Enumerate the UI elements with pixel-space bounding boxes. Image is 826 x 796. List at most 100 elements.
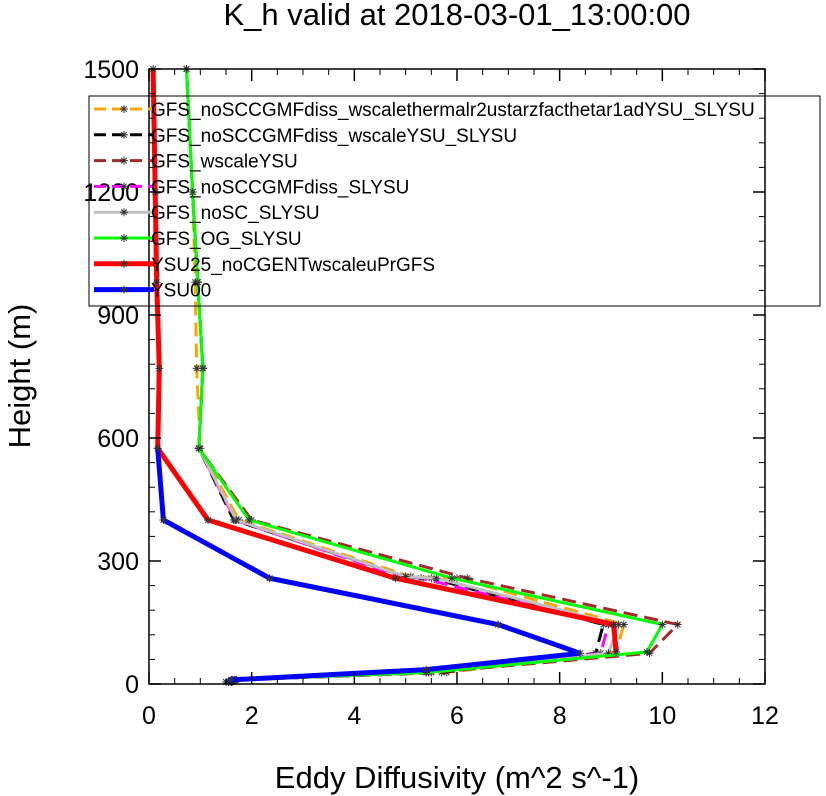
legend-label: GFS_noSCCGMFdiss_wscalethermalr2ustarzfa… — [151, 100, 755, 121]
point-marker-stroke — [448, 575, 456, 582]
y-tick-label: 1200 — [83, 179, 139, 207]
data-point — [159, 516, 168, 524]
series-layer — [149, 65, 682, 686]
legend-item-6: YSU25_noCGENTwscaleuPrGFS — [94, 255, 435, 276]
point-marker-stroke — [204, 516, 212, 524]
legend-marker-stroke — [120, 260, 128, 267]
point-marker-stroke — [156, 365, 163, 372]
point-marker-stroke — [266, 575, 273, 582]
point-marker-stroke — [160, 516, 167, 524]
point-marker-stroke — [199, 365, 207, 372]
data-point — [193, 278, 202, 287]
legend-marker-stroke — [120, 157, 128, 164]
data-point — [642, 648, 651, 657]
x-tick-label: 6 — [450, 702, 464, 730]
legend-label: GFS_wscaleYSU — [151, 152, 298, 173]
data-point — [494, 620, 503, 629]
data-point — [198, 364, 207, 373]
legend-item-7: YSU00 — [94, 281, 211, 302]
legend-label: GFS_OG_SLYSU — [151, 229, 302, 250]
chart-title: K_h valid at 2018-03-01_13:00:00 — [223, 0, 690, 32]
legend-label: GFS_noSCCGMFdiss_SLYSU — [151, 177, 409, 198]
y-tick-label: 600 — [97, 425, 139, 453]
x-tick-label: 12 — [751, 702, 779, 730]
data-point — [391, 574, 400, 583]
point-marker-stroke — [195, 445, 202, 452]
point-marker-stroke — [189, 188, 196, 196]
point-marker-stroke — [193, 365, 200, 372]
point-marker-stroke — [674, 621, 681, 628]
legend-marker-stroke — [120, 131, 128, 138]
x-axis-label: Eddy Diffusivity (m^2 s^-1) — [275, 760, 639, 795]
point-marker-stroke — [615, 621, 622, 628]
data-point — [422, 665, 431, 674]
x-tick-label: 2 — [245, 702, 259, 730]
legend-label: YSU00 — [151, 281, 211, 302]
data-point — [194, 444, 203, 453]
point-marker-stroke — [643, 648, 651, 656]
legend-item-1: GFS_noSCCGMFdiss_wscaleYSU_SLYSU — [94, 126, 517, 147]
point-marker-stroke — [577, 650, 584, 657]
x-tick-label: 4 — [347, 702, 361, 730]
data-point — [152, 278, 161, 287]
data-point — [245, 516, 254, 524]
legend: GFS_noSCCGMFdiss_wscalethermalr2ustarzfa… — [88, 95, 821, 307]
point-marker-stroke — [659, 621, 666, 628]
data-point — [658, 620, 667, 629]
data-point — [612, 648, 621, 657]
point-marker-stroke — [392, 575, 399, 582]
point-marker-stroke — [646, 650, 653, 657]
data-point — [619, 620, 628, 629]
point-marker-stroke — [153, 279, 160, 286]
data-point — [188, 188, 197, 196]
legend-item-2: GFS_wscaleYSU — [94, 152, 298, 173]
legend-label: GFS_noSC_SLYSU — [151, 203, 320, 224]
x-tick-label: 10 — [648, 702, 676, 730]
point-marker-stroke — [227, 676, 235, 684]
legend-marker-stroke — [120, 286, 128, 293]
point-marker-stroke — [423, 666, 430, 673]
data-point — [609, 620, 618, 629]
data-point — [227, 675, 236, 684]
point-marker-stroke — [620, 621, 627, 628]
legend-item-3: GFS_noSCCGMFdiss_SLYSU — [94, 177, 409, 198]
point-marker-stroke — [494, 621, 502, 628]
legend-item-4: GFS_noSC_SLYSU — [94, 203, 320, 224]
x-tick-label: 0 — [142, 702, 156, 730]
x-tick-label: 8 — [553, 702, 567, 730]
legend-marker-stroke — [120, 105, 128, 113]
legend-item-0: GFS_noSCCGMFdiss_wscalethermalr2ustarzfa… — [94, 100, 755, 121]
point-marker-stroke — [612, 648, 620, 656]
data-point — [153, 444, 162, 453]
y-tick-label: 300 — [97, 548, 139, 576]
legend-box — [88, 95, 821, 307]
data-point — [265, 574, 274, 583]
legend-item-5: GFS_OG_SLYSU — [94, 229, 302, 250]
point-marker-stroke — [233, 516, 240, 524]
data-point — [204, 516, 213, 524]
legend-label: GFS_noSCCGMFdiss_wscaleYSU_SLYSU — [151, 126, 517, 147]
point-marker-stroke — [610, 621, 617, 628]
point-marker-stroke — [245, 516, 253, 524]
legend-marker-stroke — [120, 183, 128, 190]
series-line — [155, 448, 582, 685]
point-marker-stroke — [433, 575, 440, 582]
data-point — [576, 649, 585, 658]
data-point — [447, 574, 456, 583]
data-point — [673, 620, 682, 629]
y-tick-label: 900 — [97, 302, 139, 330]
axes-layer: 0 2 4 6 8 10 12 0 300 600 900 1200 1500 — [83, 56, 779, 730]
y-tick-label: 1500 — [83, 56, 139, 84]
legend-marker-stroke — [120, 234, 128, 242]
data-point — [232, 516, 241, 524]
point-marker-stroke — [194, 279, 201, 286]
series-7 — [153, 444, 585, 686]
point-marker-stroke — [154, 445, 161, 452]
y-tick-label: 0 — [125, 671, 139, 699]
data-point — [155, 364, 164, 373]
data-point — [432, 574, 441, 583]
y-axis-label: Height (m) — [2, 304, 37, 449]
legend-marker-stroke — [120, 209, 128, 216]
legend-label: YSU25_noCGENTwscaleuPrGFS — [151, 255, 435, 276]
